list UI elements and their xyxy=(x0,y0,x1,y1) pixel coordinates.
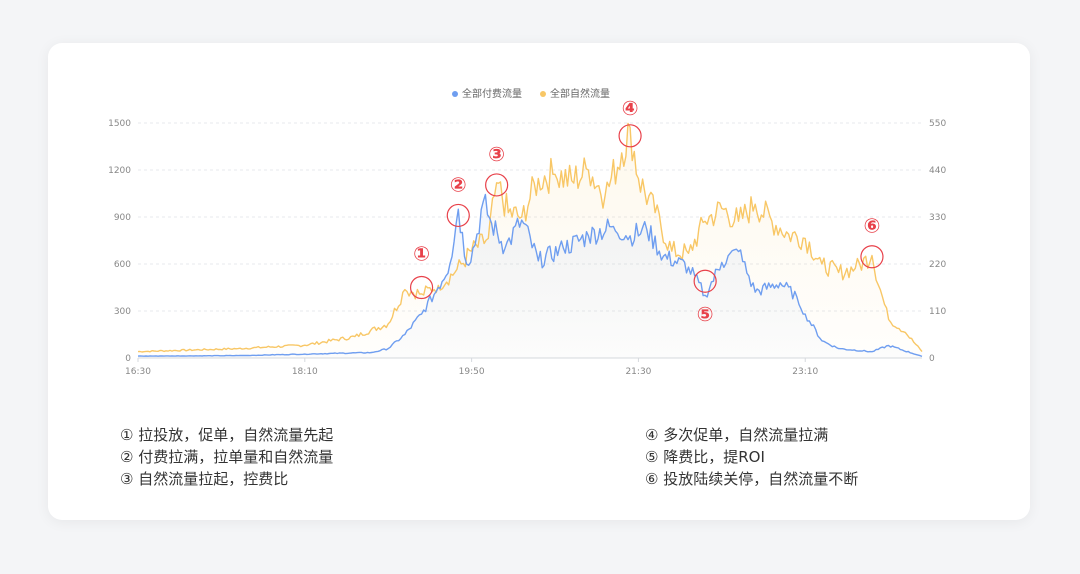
y-right-tick-label: 220 xyxy=(929,260,946,270)
y-right-tick-label: 440 xyxy=(929,166,946,176)
x-axis: 16:30 18:10 19:50 21:30 23:10 xyxy=(125,358,818,377)
y-right-tick-label: 0 xyxy=(929,354,935,364)
y-axis-right: 0 110 220 330 440 550 xyxy=(929,119,946,364)
annotation-label-4: ④ xyxy=(622,96,639,120)
y-left-tick-label: 1500 xyxy=(108,119,131,129)
x-tick-label: 21:30 xyxy=(625,367,651,377)
y-left-tick-label: 300 xyxy=(114,307,131,317)
x-tick-label: 18:10 xyxy=(292,367,318,377)
notes-right: ④ 多次促单，自然流量拉满 ⑤ 降费比，提ROI ⑥ 投放陆续关停，自然流量不断 xyxy=(645,424,858,490)
legend-marker-natural xyxy=(540,91,546,97)
annotation-circle-4 xyxy=(618,124,642,148)
legend: 全部付费流量 全部自然流量 xyxy=(452,87,610,100)
note-3: ③ 自然流量拉起，控费比 xyxy=(120,470,289,488)
annotation-circle-1 xyxy=(409,275,434,300)
note-1: ① 拉投放，促单，自然流量先起 xyxy=(120,426,334,444)
annotation-circle-3 xyxy=(485,173,509,197)
x-tick-label: 23:10 xyxy=(792,367,818,377)
y-right-tick-label: 110 xyxy=(929,307,946,317)
x-tick-label: 19:50 xyxy=(459,367,485,377)
y-left-tick-label: 900 xyxy=(114,213,131,223)
legend-label-natural: 全部自然流量 xyxy=(550,87,610,100)
note-5: ⑤ 降费比，提ROI xyxy=(645,448,765,466)
series-line-paid xyxy=(137,193,923,358)
annotation-label-1: ① xyxy=(413,242,430,266)
notes-left: ① 拉投放，促单，自然流量先起 ② 付费拉满，拉单量和自然流量 ③ 自然流量拉起… xyxy=(120,424,333,490)
y-axis-left: 0 300 600 900 1200 1500 xyxy=(108,119,131,364)
legend-label-paid: 全部付费流量 xyxy=(462,87,522,100)
annotation-circle-2 xyxy=(446,203,470,228)
area-paid xyxy=(138,194,922,358)
annotation-label-5: ⑤ xyxy=(697,302,714,326)
y-right-tick-label: 550 xyxy=(929,119,946,129)
y-left-tick-label: 0 xyxy=(125,354,131,364)
annotation-circle-6 xyxy=(860,245,884,269)
y-left-tick-label: 1200 xyxy=(108,166,131,176)
annotations: ① ②③ ④ ⑤ ⑥ xyxy=(409,96,884,326)
annotation-label-2: ② xyxy=(450,172,467,196)
annotation-label-3: ③ xyxy=(488,142,505,166)
note-4: ④ 多次促单，自然流量拉满 xyxy=(645,426,829,444)
x-tick-label: 16:30 xyxy=(125,367,151,377)
annotation-circle-5 xyxy=(693,269,717,293)
series-line-natural xyxy=(137,122,923,353)
note-6: ⑥ 投放陆续关停，自然流量不断 xyxy=(645,470,859,488)
note-2: ② 付费拉满，拉单量和自然流量 xyxy=(120,448,334,466)
annotation-label-6: ⑥ xyxy=(863,214,880,238)
y-right-tick-label: 330 xyxy=(929,213,946,223)
y-left-tick-label: 600 xyxy=(114,260,131,270)
legend-marker-paid xyxy=(452,91,458,97)
